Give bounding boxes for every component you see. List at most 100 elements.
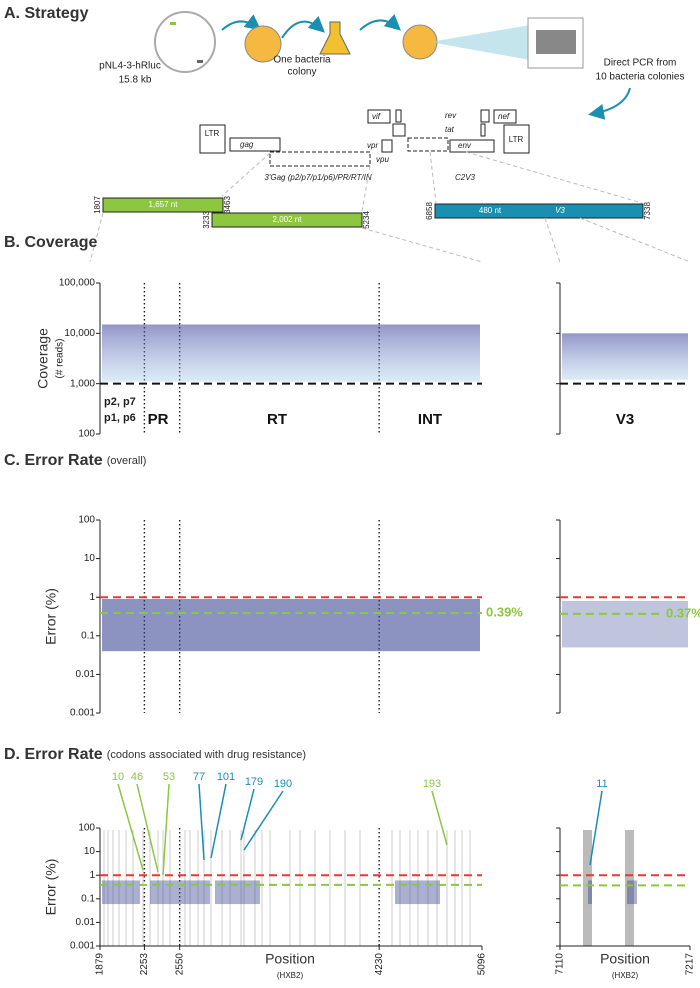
codon-leader [240, 788, 255, 841]
region-label: p1, p6 [104, 412, 136, 424]
mean-label: 0.37% [666, 605, 700, 620]
error-cluster [627, 880, 637, 905]
amplicon-label: 2,002 nt [273, 215, 303, 224]
codon-leader [243, 790, 284, 851]
flask [319, 21, 351, 55]
gene-label: vpu [376, 155, 389, 164]
amplicon-start: 6858 [425, 202, 434, 220]
amplicon-label: 480 nt [479, 206, 502, 215]
x-tick-label: 2253 [139, 953, 150, 976]
error-cluster [215, 880, 260, 905]
panel-title: B. Coverage [4, 234, 97, 251]
y-tick-label: 0.1 [81, 893, 95, 904]
amplicon-end: 7338 [643, 202, 652, 220]
codon-leader [117, 783, 144, 871]
panel-title: C. Error Rate (overall) [4, 452, 146, 469]
error-cluster [102, 880, 140, 905]
gene-label: env [458, 141, 472, 150]
x-axis-label: Position [600, 951, 650, 967]
codon-column [625, 830, 634, 946]
gene-label: vpr [367, 141, 378, 150]
y-axis-label: Coverage [35, 328, 51, 389]
coverage-band [562, 333, 688, 380]
gene-label: nef [498, 112, 510, 121]
amplicon-ends: 1807 3463 3233 5234 6858 7338 [93, 196, 652, 229]
arrow [359, 14, 401, 31]
dna [536, 30, 576, 54]
gene-label: tat [445, 125, 455, 134]
codon-leader [162, 783, 170, 876]
codon-label: 101 [217, 771, 235, 783]
amplicon-start: 1807 [93, 196, 102, 214]
codon-label: 193 [423, 778, 441, 790]
x-tick-label: 7217 [685, 953, 696, 976]
panel-title: A. Strategy [4, 5, 89, 22]
step-label: Direct PCR from [604, 58, 677, 69]
panel-title: D. Error Rate (codons associated with dru… [4, 746, 306, 763]
amplicon-start: 3233 [202, 211, 211, 229]
region-label: p2, p7 [104, 396, 136, 408]
plasmid-name: pNL4-3-hRluc [99, 61, 161, 72]
codon-label: 11 [596, 778, 607, 790]
mean-label: 0.39% [486, 604, 523, 619]
amplicon-region: V3 [555, 206, 565, 215]
y-tick-label: 10 [84, 846, 96, 857]
codon-column [583, 830, 592, 946]
codon-leader [198, 783, 205, 861]
x-tick-label: 1879 [95, 953, 106, 976]
gene-label: LTR [509, 135, 524, 144]
genome-map [199, 109, 530, 167]
amplicon [211, 212, 363, 228]
region-label: INT [418, 411, 442, 428]
y-tick-label: 100 [78, 515, 95, 526]
region-label: C2V3 [455, 173, 476, 182]
plasmid-feature [170, 22, 176, 25]
y-axis-label: Error (%) [43, 588, 59, 645]
gene-label: LTR [205, 129, 220, 138]
codon-label: 53 [163, 771, 175, 783]
y-tick-label: 0.01 [76, 669, 96, 680]
y-axis-sublabel: (# reads) [55, 338, 66, 378]
arrow [281, 16, 325, 39]
amplicon-end: 5234 [362, 211, 371, 229]
codon-leader [210, 783, 227, 859]
region-label: PR [148, 411, 169, 428]
petri-dish [244, 25, 282, 63]
panel-title: D. Error Rate [4, 746, 103, 763]
codon-label: 190 [274, 778, 292, 790]
zoom-lines [89, 151, 691, 263]
codon-label: 179 [245, 776, 263, 788]
pick-beam [430, 25, 530, 60]
y-tick-label: 0.001 [70, 708, 95, 719]
y-tick-label: 10,000 [64, 328, 95, 339]
y-tick-label: 0.01 [76, 917, 96, 928]
arrow [221, 14, 262, 31]
x-axis-sublabel: (HXB2) [277, 971, 304, 980]
y-tick-label: 100 [78, 429, 95, 440]
plasmid-size: 15.8 kb [119, 75, 152, 86]
error-cluster [395, 880, 440, 905]
step-label: colony [288, 67, 317, 78]
amplicon-end: 3463 [223, 196, 232, 214]
amplicon [102, 197, 224, 213]
y-tick-label: 0.001 [70, 941, 95, 952]
y-tick-label: 100,000 [59, 278, 96, 289]
x-tick-label: 5096 [477, 953, 488, 976]
panel-title: C. Error Rate [4, 452, 103, 469]
y-tick-label: 0.1 [81, 630, 95, 641]
x-tick-label: 4230 [374, 953, 385, 976]
y-tick-label: 10 [84, 553, 96, 564]
x-axis-sublabel: (HXB2) [612, 971, 639, 980]
region-label: RT [267, 411, 287, 428]
region-label: 3'Gag (p2/p7/p1/p6)/PR/RT/IN [264, 173, 371, 182]
panel-title-note: (overall) [107, 455, 147, 467]
y-tick-label: 1 [89, 870, 95, 881]
y-axis-label: Error (%) [43, 859, 59, 916]
y-tick-label: 1 [89, 592, 95, 603]
y-tick-label: 1,000 [70, 378, 95, 389]
amplicon [434, 203, 644, 219]
error-cluster [150, 880, 210, 905]
x-tick-label: 7110 [555, 953, 566, 975]
y-tick-label: 100 [78, 823, 95, 834]
codon-label: 46 [131, 771, 143, 783]
